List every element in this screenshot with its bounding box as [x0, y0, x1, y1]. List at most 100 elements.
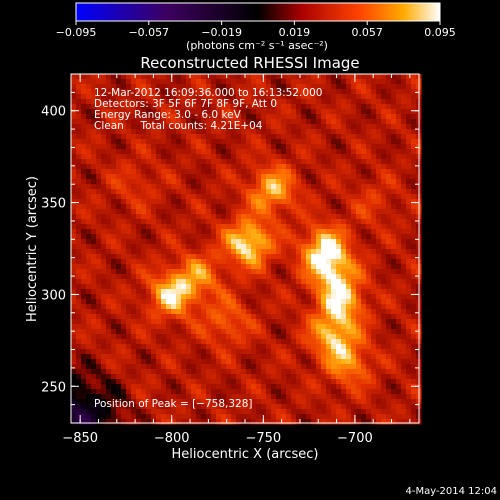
heatmap-cell: [136, 404, 142, 410]
heatmap-cell: [256, 414, 262, 420]
heatmap-cell: [336, 109, 342, 115]
heatmap-cell: [226, 284, 232, 290]
heatmap-cell: [246, 414, 252, 420]
heatmap-cell: [206, 114, 212, 120]
heatmap-cell: [176, 384, 182, 390]
heatmap-cell: [126, 284, 132, 290]
heatmap-cell: [116, 414, 122, 420]
heatmap-cell: [191, 334, 197, 340]
heatmap-cell: [331, 259, 337, 265]
heatmap-cell: [391, 394, 397, 400]
heatmap-cell: [326, 259, 332, 265]
heatmap-cell: [266, 169, 272, 175]
heatmap-cell: [231, 384, 237, 390]
heatmap-cell: [396, 304, 402, 310]
heatmap-cell: [226, 94, 232, 100]
heatmap-cell: [156, 144, 162, 150]
heatmap-cell: [356, 249, 362, 255]
heatmap-cell: [146, 99, 152, 105]
heatmap-cell: [141, 334, 147, 340]
heatmap-cell: [146, 134, 152, 140]
heatmap-cell: [241, 209, 247, 215]
heatmap-cell: [326, 174, 332, 180]
heatmap-cell: [111, 404, 117, 410]
heatmap-cell: [96, 274, 102, 280]
heatmap-cell: [171, 279, 177, 285]
heatmap-cell: [101, 339, 107, 345]
heatmap-cell: [126, 409, 132, 415]
heatmap-cell: [401, 309, 407, 315]
heatmap-cell: [106, 394, 112, 400]
heatmap-cell: [296, 134, 302, 140]
heatmap-cell: [161, 209, 167, 215]
heatmap-cell: [376, 414, 382, 420]
heatmap-cell: [246, 229, 252, 235]
heatmap-cell: [156, 354, 162, 360]
heatmap-cell: [311, 174, 317, 180]
heatmap-cell: [276, 359, 282, 365]
heatmap-cell: [351, 79, 357, 85]
heatmap-cell: [146, 314, 152, 320]
heatmap-cell: [266, 79, 272, 85]
heatmap-cell: [76, 284, 82, 290]
heatmap-cell: [311, 264, 317, 270]
heatmap-cell: [106, 214, 112, 220]
heatmap-cell: [296, 374, 302, 380]
heatmap-cell: [251, 319, 257, 325]
heatmap-cell: [86, 184, 92, 190]
heatmap-cell: [156, 209, 162, 215]
heatmap-cell: [141, 199, 147, 205]
heatmap-cell: [276, 234, 282, 240]
heatmap-cell: [401, 304, 407, 310]
heatmap-cell: [366, 169, 372, 175]
heatmap-cell: [311, 399, 317, 405]
heatmap-cell: [86, 149, 92, 155]
heatmap-cell: [346, 184, 352, 190]
heatmap-cell: [246, 399, 252, 405]
heatmap-cell: [111, 139, 117, 145]
heatmap-cell: [386, 154, 392, 160]
heatmap-cell: [251, 164, 257, 170]
heatmap-cell: [306, 184, 312, 190]
heatmap-cell: [261, 164, 267, 170]
heatmap-cell: [81, 239, 87, 245]
heatmap-cell: [341, 124, 347, 130]
heatmap-cell: [191, 224, 197, 230]
heatmap-cell: [381, 204, 387, 210]
heatmap-cell: [266, 364, 272, 370]
heatmap-cell: [411, 139, 417, 145]
heatmap-cell: [361, 124, 367, 130]
heatmap-cell: [221, 134, 227, 140]
heatmap-cell: [346, 84, 352, 90]
heatmap-cell: [231, 84, 237, 90]
heatmap-cell: [271, 269, 277, 275]
heatmap-cell: [286, 179, 292, 185]
heatmap-cell: [256, 314, 262, 320]
heatmap-cell: [166, 404, 172, 410]
heatmap-cell: [396, 169, 402, 175]
heatmap-cell: [386, 329, 392, 335]
heatmap-cell: [206, 134, 212, 140]
heatmap-cell: [131, 224, 137, 230]
heatmap-cell: [221, 284, 227, 290]
heatmap-cell: [176, 379, 182, 385]
heatmap-cell: [261, 384, 267, 390]
heatmap-cell: [171, 139, 177, 145]
heatmap-cell: [231, 399, 237, 405]
heatmap-cell: [241, 374, 247, 380]
heatmap-cell: [411, 154, 417, 160]
heatmap-cell: [106, 199, 112, 205]
heatmap-cell: [146, 254, 152, 260]
heatmap-cell: [331, 104, 337, 110]
heatmap-cell: [306, 224, 312, 230]
heatmap-cell: [86, 194, 92, 200]
heatmap-cell: [371, 209, 377, 215]
heatmap-cell: [81, 259, 87, 265]
heatmap-cell: [111, 294, 117, 300]
heatmap-cell: [391, 374, 397, 380]
heatmap-cell: [351, 124, 357, 130]
heatmap-cell: [311, 154, 317, 160]
heatmap-cell: [266, 129, 272, 135]
heatmap-cell: [306, 289, 312, 295]
heatmap-cell: [196, 289, 202, 295]
